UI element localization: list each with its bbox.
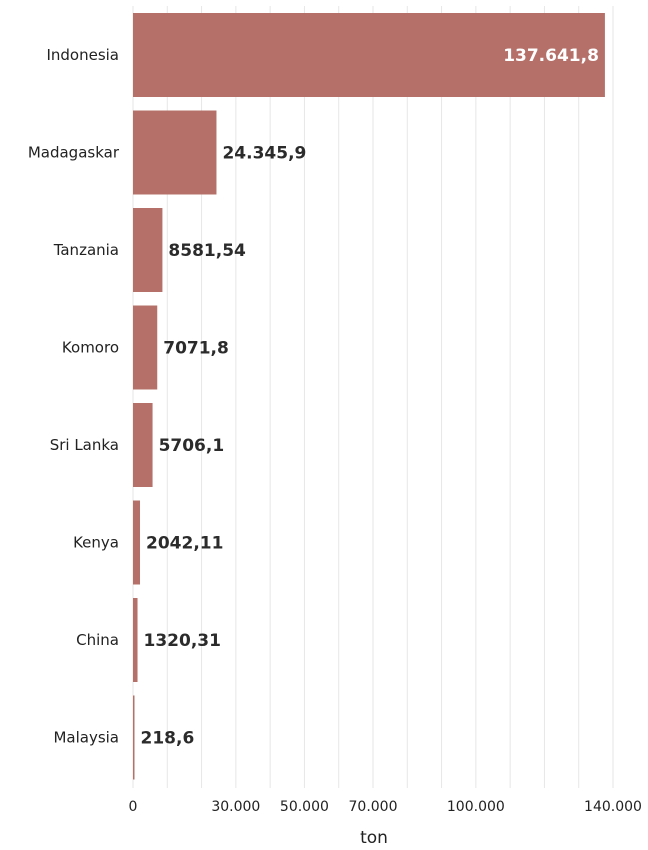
data-label-madagaskar: 24.345,9 [222, 144, 306, 164]
bar-sri-lanka [133, 403, 153, 487]
bar-indonesia [133, 13, 605, 97]
category-labels: Indonesia Madagaskar Tanzania Komoro Sri Lan… [28, 46, 120, 747]
gridlines [132, 6, 614, 788]
data-label-kenya: 2042,11 [146, 534, 223, 554]
bar-china [133, 598, 138, 682]
value-labels: 137.641,8 24.345,9 8581,54 7071,8 5706,1 2042… [141, 46, 599, 749]
category-label-kenya: Kenya [73, 534, 119, 552]
category-label-malaysia: Malaysia [53, 729, 119, 747]
category-label-komoro: Komoro [62, 339, 119, 357]
x-tick-label-0: 0 [129, 799, 138, 815]
x-tick-label-4: 100.000 [447, 799, 505, 815]
bar-tanzania [133, 208, 163, 292]
x-tick-label-2: 50.000 [280, 799, 329, 815]
bars [133, 13, 605, 780]
category-label-tanzania: Tanzania [53, 241, 119, 259]
category-label-madagaskar: Madagaskar [28, 144, 120, 162]
data-label-tanzania: 8581,54 [168, 241, 246, 261]
x-tick-label-3: 70.000 [349, 799, 398, 815]
category-label-china: China [76, 631, 119, 649]
x-tick-label-1: 30.000 [211, 799, 260, 815]
x-axis-ticks: 0 30.000 50.000 70.000 100.000 140.000 [129, 799, 642, 815]
data-label-komoro: 7071,8 [163, 339, 229, 359]
bar-malaysia [133, 695, 135, 780]
x-axis-title: ton [360, 828, 388, 848]
x-tick-label-5: 140.000 [584, 799, 642, 815]
data-label-indonesia: 137.641,8 [503, 46, 599, 66]
bar-madagaskar [133, 110, 217, 195]
category-label-indonesia: Indonesia [46, 46, 119, 64]
category-label-sri-lanka: Sri Lanka [50, 436, 119, 454]
data-label-malaysia: 218,6 [141, 729, 195, 749]
bar-komoro [133, 305, 158, 390]
data-label-china: 1320,31 [144, 631, 221, 651]
bar-kenya [133, 500, 141, 585]
data-label-sri-lanka: 5706,1 [159, 436, 225, 456]
